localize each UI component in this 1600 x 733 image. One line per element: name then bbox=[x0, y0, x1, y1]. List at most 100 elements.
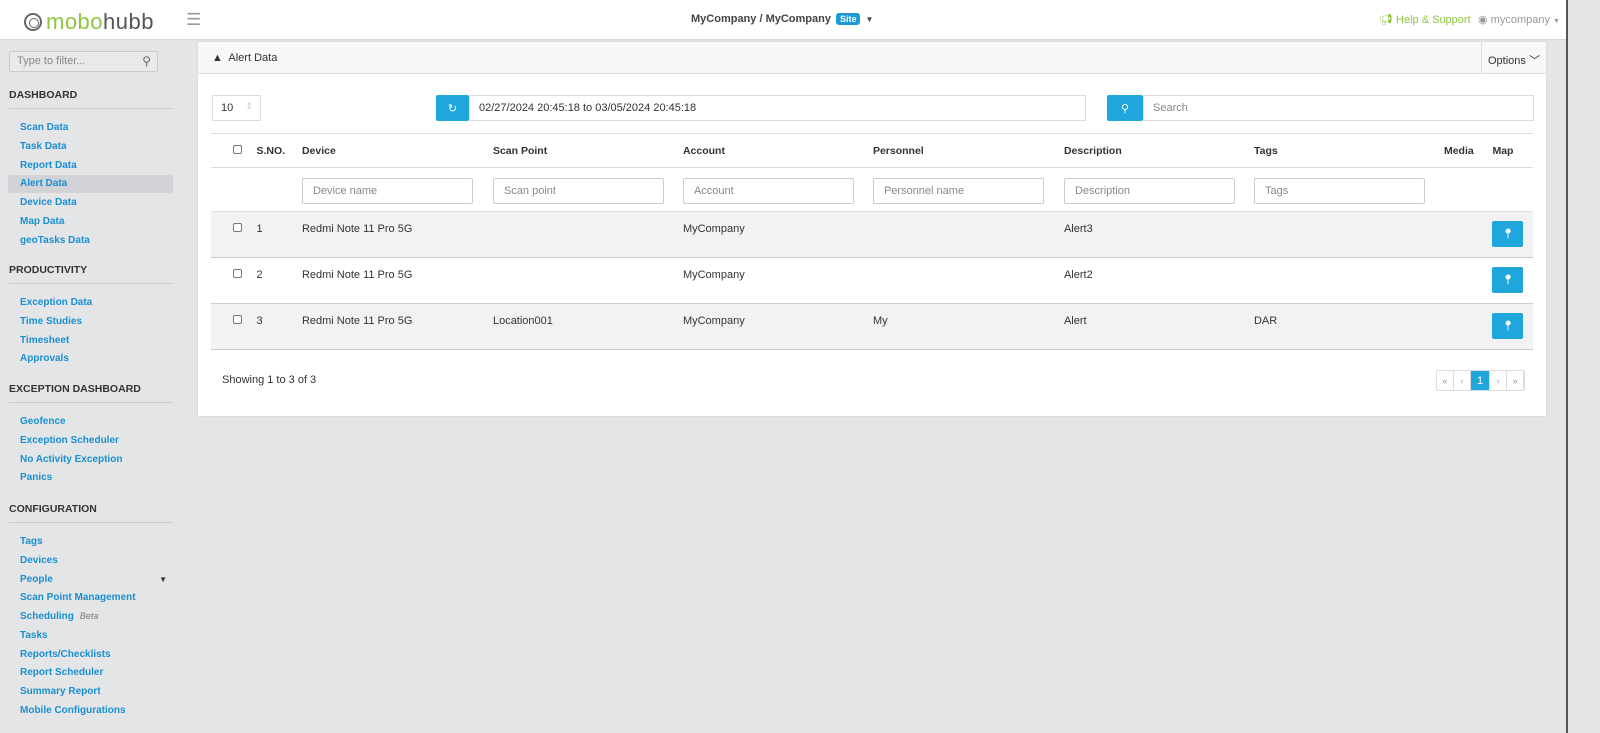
sidebar-item-geotasks-data[interactable]: geoTasks Data bbox=[8, 232, 173, 250]
sidebar-item-summary-report[interactable]: Summary Report bbox=[8, 683, 173, 701]
search-button[interactable]: ⚲ bbox=[1107, 95, 1143, 121]
menu-icon[interactable]: ☰ bbox=[186, 10, 202, 29]
scrollbar[interactable] bbox=[1566, 0, 1568, 733]
table-cell bbox=[1253, 257, 1444, 304]
column-header-media[interactable]: Media bbox=[1443, 133, 1493, 168]
refresh-icon: ↻ bbox=[447, 102, 458, 115]
pagination-first[interactable]: « bbox=[1437, 371, 1454, 390]
caret-down-icon: ▼ bbox=[1553, 18, 1560, 25]
sidebar-item-alert-data[interactable]: Alert Data bbox=[8, 175, 173, 194]
search-input[interactable]: Search bbox=[1143, 95, 1534, 121]
help-support-link[interactable]: 📢︎ Help & Support bbox=[1379, 13, 1471, 26]
sidebar-item-label: Mobile Configurations bbox=[20, 704, 126, 716]
filter-input-scan-point[interactable]: Scan point bbox=[492, 178, 664, 204]
media-cell bbox=[1443, 257, 1493, 304]
row-checkbox[interactable] bbox=[233, 315, 242, 324]
warning-icon: ▲ bbox=[212, 52, 223, 64]
panel-header: ▲ Alert Data Options ﹀ bbox=[198, 42, 1546, 74]
sidebar-item-task-data[interactable]: Task Data bbox=[8, 138, 173, 156]
column-header-personnel[interactable]: Personnel bbox=[872, 133, 1064, 168]
column-header-description[interactable]: Description bbox=[1063, 133, 1254, 168]
sidebar-item-devices[interactable]: Devices bbox=[8, 552, 173, 570]
pagination-last[interactable]: » bbox=[1507, 371, 1524, 390]
options-dropdown[interactable]: Options ﹀ bbox=[1481, 42, 1546, 74]
filter-input-description[interactable]: Description bbox=[1063, 178, 1235, 204]
filter-input-account[interactable]: Account bbox=[682, 178, 854, 204]
sidebar-item-scan-data[interactable]: Scan Data bbox=[8, 119, 173, 137]
table-cell: Alert3 bbox=[1063, 211, 1254, 258]
sidebar-item-approvals[interactable]: Approvals bbox=[8, 350, 173, 368]
sidebar-item-device-data[interactable]: Device Data bbox=[8, 194, 173, 212]
table-cell: 3 bbox=[256, 303, 302, 350]
pagination-next[interactable]: › bbox=[1490, 371, 1507, 390]
sidebar-item-no-activity-exception[interactable]: No Activity Exception bbox=[8, 451, 173, 469]
pagination-page-1[interactable]: 1 bbox=[1471, 371, 1490, 390]
sidebar-item-scan-point-management[interactable]: Scan Point Management bbox=[8, 589, 173, 607]
sidebar-section-title: EXCEPTION DASHBOARD bbox=[9, 383, 173, 403]
panel-title-text: Alert Data bbox=[228, 52, 278, 64]
table-cell: MyCompany bbox=[682, 257, 873, 304]
sidebar-item-time-studies[interactable]: Time Studies bbox=[8, 313, 173, 331]
page-length-select[interactable]: 10 ⇕ bbox=[212, 95, 261, 121]
column-header-sno[interactable]: S.NO. bbox=[256, 133, 302, 168]
map-button[interactable]: 📍︎ bbox=[1492, 221, 1524, 247]
filter-input-tags[interactable]: Tags bbox=[1253, 178, 1425, 204]
sidebar-item-tags[interactable]: Tags bbox=[8, 533, 173, 551]
sort-arrows-icon: ⇕ bbox=[245, 101, 253, 111]
sidebar-item-tasks[interactable]: Tasks bbox=[8, 627, 173, 645]
table-cell bbox=[872, 211, 1064, 258]
site-badge: Site bbox=[835, 13, 861, 25]
beta-label: Beta bbox=[79, 611, 99, 621]
sidebar-section-title: DASHBOARD bbox=[9, 89, 173, 109]
row-checkbox[interactable] bbox=[233, 269, 242, 278]
column-header-map[interactable]: Map bbox=[1492, 133, 1533, 168]
column-header-account[interactable]: Account bbox=[682, 133, 873, 168]
column-header-tags[interactable]: Tags bbox=[1253, 133, 1444, 168]
sidebar-item-scheduling[interactable]: Scheduling Beta bbox=[8, 608, 173, 626]
media-cell bbox=[1443, 211, 1493, 258]
date-range-input[interactable]: 02/27/2024 20:45:18 to 03/05/2024 20:45:… bbox=[469, 95, 1086, 121]
sidebar-item-label: Scan Point Management bbox=[20, 592, 136, 604]
pagination-prev[interactable]: ‹ bbox=[1454, 371, 1471, 390]
sidebar-item-mobile-configurations[interactable]: Mobile Configurations bbox=[8, 702, 173, 720]
sidebar-item-geofence[interactable]: Geofence bbox=[8, 413, 173, 431]
sidebar-item-label: No Activity Exception bbox=[20, 453, 123, 465]
sidebar-filter-input[interactable]: Type to filter... ⚲ bbox=[9, 51, 158, 72]
sidebar-item-label: Device Data bbox=[20, 197, 77, 208]
sidebar-item-report-scheduler[interactable]: Report Scheduler bbox=[8, 664, 173, 682]
table-cell: My bbox=[872, 303, 1064, 350]
sidebar-item-label: Exception Scheduler bbox=[20, 434, 119, 446]
sidebar-item-label: Time Studies bbox=[20, 315, 83, 327]
logo-text: hubb bbox=[103, 9, 154, 34]
table-cell bbox=[492, 257, 683, 304]
sidebar-item-reports-checklists[interactable]: Reports/Checklists bbox=[8, 646, 173, 664]
sidebar-item-people[interactable]: People ▼ bbox=[8, 571, 173, 589]
sidebar-item-label: Tags bbox=[20, 536, 43, 547]
table-cell: 1 bbox=[256, 211, 302, 258]
table-cell: Redmi Note 11 Pro 5G bbox=[301, 303, 493, 350]
sidebar-item-exception-data[interactable]: Exception Data bbox=[8, 294, 173, 312]
sidebar-item-exception-scheduler[interactable]: Exception Scheduler bbox=[8, 432, 173, 450]
column-header-scanpoint[interactable]: Scan Point bbox=[492, 133, 683, 168]
sidebar-item-map-data[interactable]: Map Data bbox=[8, 213, 173, 231]
sidebar-item-timesheet[interactable]: Timesheet bbox=[8, 332, 173, 350]
row-checkbox[interactable] bbox=[233, 223, 242, 232]
alert-data-panel: ▲ Alert Data Options ﹀ 10 ⇕ ↻ 02/27/2024 … bbox=[197, 41, 1547, 417]
column-header-device[interactable]: Device bbox=[301, 133, 493, 168]
table-cell: Redmi Note 11 Pro 5G bbox=[301, 257, 493, 304]
company-selector[interactable]: MyCompany / MyCompany Site ▼ bbox=[691, 13, 873, 25]
table-cell: DAR bbox=[1253, 303, 1444, 350]
reset-date-button[interactable]: ↻ bbox=[436, 95, 469, 121]
filter-placeholder: Type to filter... bbox=[17, 55, 86, 67]
sidebar-item-panics[interactable]: Panics bbox=[8, 469, 173, 487]
select-all-checkbox[interactable] bbox=[233, 144, 242, 154]
filter-input-personnel-name[interactable]: Personnel name bbox=[872, 178, 1044, 204]
map-button[interactable]: 📍︎ bbox=[1492, 267, 1524, 293]
map-button[interactable]: 📍︎ bbox=[1492, 313, 1524, 339]
sidebar-item-report-data[interactable]: Report Data bbox=[8, 157, 173, 175]
user-menu[interactable]: ◉ mycompany ▼ bbox=[1478, 13, 1560, 26]
breadcrumb: MyCompany / MyCompany bbox=[691, 13, 831, 25]
logo[interactable]: mobohubb bbox=[24, 9, 154, 35]
filter-input-device-name[interactable]: Device name bbox=[301, 178, 473, 204]
sidebar-item-label: Timesheet bbox=[20, 334, 70, 346]
